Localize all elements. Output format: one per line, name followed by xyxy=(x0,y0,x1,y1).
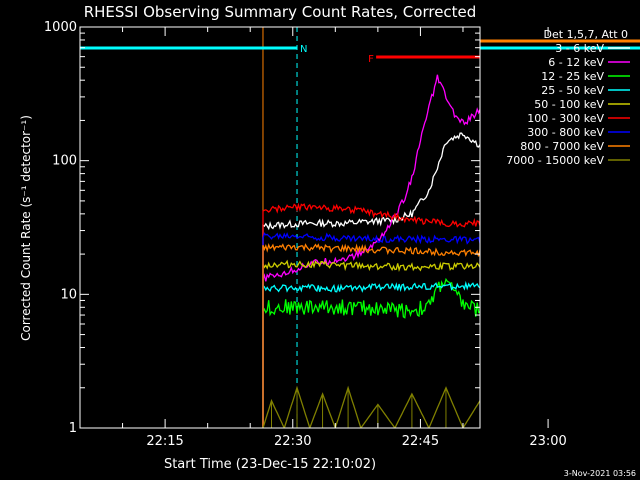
legend-label-8: 7000 - 15000 keV xyxy=(506,154,604,167)
footer-timestamp: 3-Nov-2021 03:56 xyxy=(564,469,636,478)
x-tick-label-3: 23:00 xyxy=(529,434,566,449)
annotation-n: N xyxy=(300,44,307,55)
legend-label-1: 6 - 12 keV xyxy=(548,56,604,69)
legend-label-5: 100 - 300 keV xyxy=(527,112,604,125)
y-tick-label-2: 100 xyxy=(52,154,77,169)
plot-frame xyxy=(79,26,481,429)
annotation-f: F xyxy=(368,54,374,65)
y-tick-label-3: 1000 xyxy=(44,20,77,35)
series-line-8 xyxy=(262,385,480,428)
legend-label-3: 25 - 50 keV xyxy=(541,84,604,97)
legend-title: Det 1,5,7, Att 0 xyxy=(544,28,628,41)
y-tick-label-0: 1 xyxy=(69,421,77,436)
series-line-3 xyxy=(262,280,480,428)
x-tick-label-1: 22:30 xyxy=(274,434,311,449)
x-tick-label-0: 22:15 xyxy=(146,434,183,449)
series-line-6 xyxy=(262,232,480,428)
x-tick-label-2: 22:45 xyxy=(402,434,439,449)
plot-area: NFS110100100022:1522:3022:4523:0023:1523… xyxy=(44,20,640,449)
chart-title: RHESSI Observing Summary Count Rates, Co… xyxy=(84,3,477,21)
series-line-4 xyxy=(262,259,480,428)
series-line-2 xyxy=(262,277,480,428)
legend-label-6: 300 - 800 keV xyxy=(527,126,604,139)
series-line-5 xyxy=(262,202,480,428)
legend-label-2: 12 - 25 keV xyxy=(541,70,604,83)
legend-label-0: 3 - 6 keV xyxy=(555,42,604,55)
y-axis-label: Corrected Count Rate (s⁻¹ detector⁻¹) xyxy=(19,115,33,341)
legend-label-4: 50 - 100 keV xyxy=(534,98,604,111)
series-line-0 xyxy=(262,132,480,428)
legend-label-7: 800 - 7000 keV xyxy=(520,140,604,153)
x-axis-label: Start Time (23-Dec-15 22:10:02) xyxy=(164,457,376,472)
y-tick-label-1: 10 xyxy=(60,287,77,302)
